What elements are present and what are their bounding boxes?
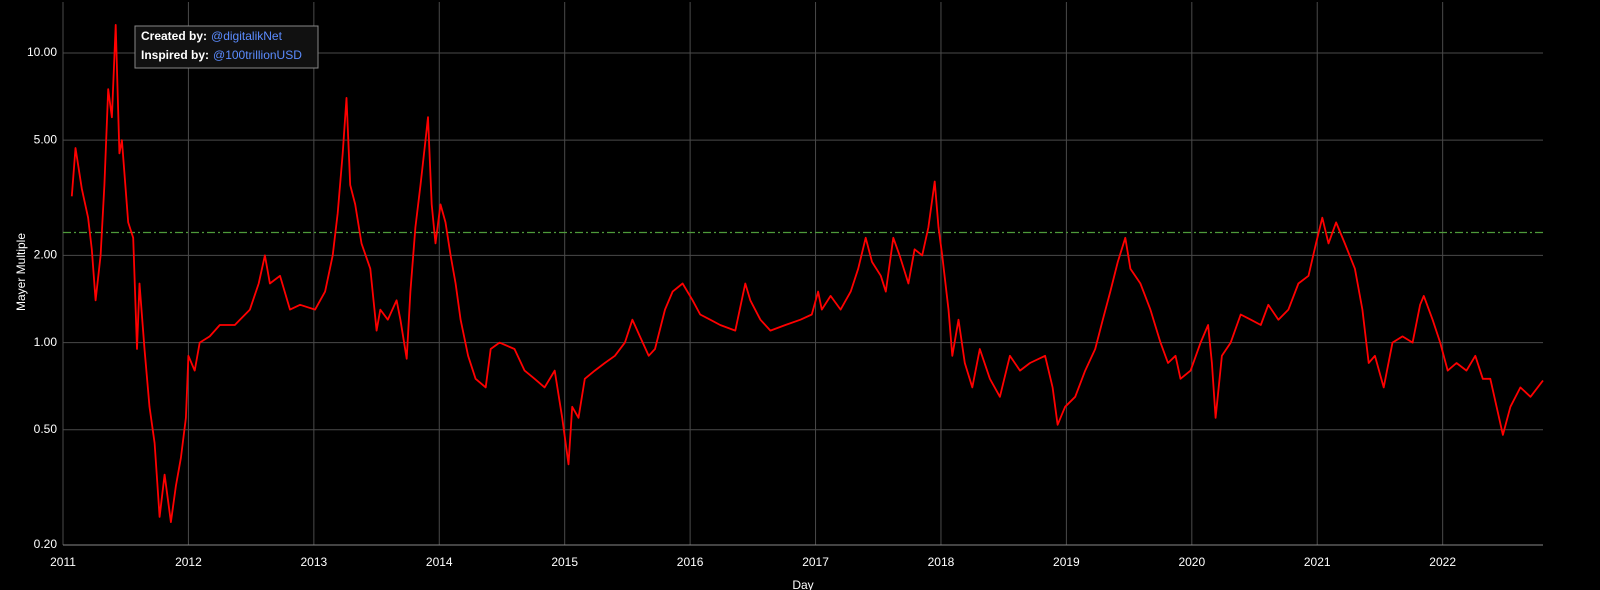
x-tick-label: 2012 <box>175 555 202 569</box>
x-tick-label: 2018 <box>928 555 955 569</box>
annotation-box: Created by: @digitalikNet Inspired by: @… <box>134 25 319 69</box>
x-tick-label: 2011 <box>50 555 76 569</box>
y-axis-label: Mayer Multiple <box>14 233 28 311</box>
x-tick-label: 2014 <box>426 555 453 569</box>
y-tick-label: 0.20 <box>34 537 58 551</box>
x-tick-label: 2021 <box>1304 555 1331 569</box>
y-tick-label: 5.00 <box>34 132 58 146</box>
x-tick-label: 2017 <box>802 555 829 569</box>
x-tick-label: 2019 <box>1053 555 1080 569</box>
line-layer <box>63 24 1544 523</box>
inspired-label: Inspired by: <box>141 48 209 62</box>
created-label: Created by: <box>141 29 207 43</box>
annotation-frame <box>134 25 319 69</box>
x-tick-label: 2022 <box>1429 555 1456 569</box>
x-tick-label: 2016 <box>677 555 704 569</box>
x-tick-label: 2013 <box>300 555 327 569</box>
x-tick-label: 2015 <box>551 555 578 569</box>
y-tick-label: 10.00 <box>27 45 57 59</box>
x-axis-label: Day <box>792 578 813 590</box>
data-line <box>70 24 1544 523</box>
y-tick-label: 2.00 <box>34 248 58 262</box>
created-handle[interactable]: @digitalikNet <box>211 29 283 43</box>
x-tick-label: 2020 <box>1178 555 1205 569</box>
grid-layer <box>62 2 1543 546</box>
inspired-handle[interactable]: @100trillionUSD <box>213 48 302 62</box>
y-tick-label: 1.00 <box>34 335 58 349</box>
y-tick-label: 0.50 <box>34 422 58 436</box>
